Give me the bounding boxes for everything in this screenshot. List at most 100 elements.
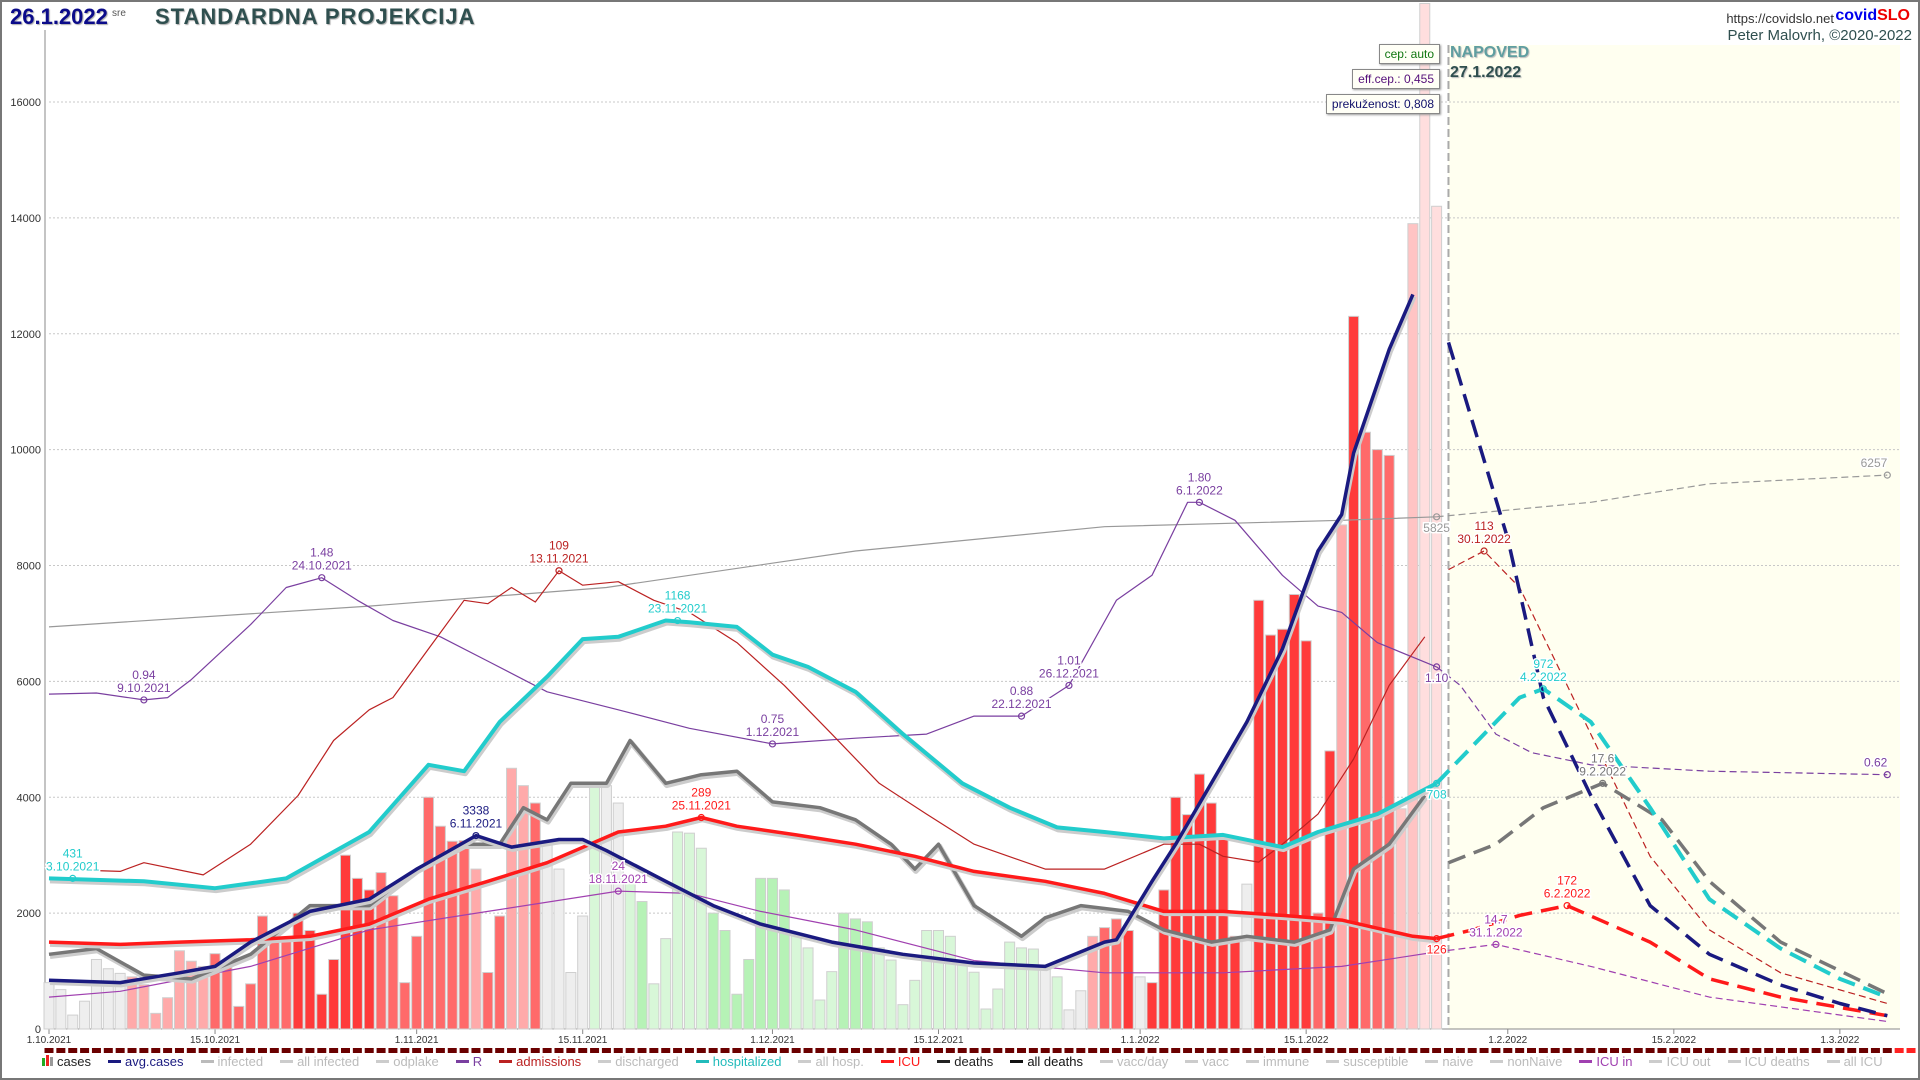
annotation-marker — [1539, 685, 1547, 693]
legend-item[interactable]: all ICU — [1826, 1054, 1883, 1069]
legend-item[interactable]: immune — [1246, 1054, 1309, 1069]
day-marker — [1135, 1048, 1145, 1053]
day-marker — [767, 1048, 777, 1053]
legend-item[interactable]: ICU — [880, 1054, 920, 1069]
day-marker — [637, 1048, 647, 1053]
annotation-marker — [1433, 513, 1441, 521]
day-marker — [1870, 1048, 1880, 1053]
annotation-marker — [697, 813, 705, 822]
day-marker — [578, 1048, 588, 1053]
annotation-label: 1.48 — [310, 546, 334, 560]
case-bar — [814, 999, 826, 1030]
legend-item[interactable]: nonNaive — [1490, 1054, 1562, 1069]
annotation-marker — [1480, 547, 1488, 555]
case-bar — [304, 930, 316, 1030]
site-url[interactable]: https://covidslo.net — [1726, 11, 1834, 26]
annotation-label: 1.01 — [1057, 653, 1081, 667]
day-marker — [1645, 1048, 1655, 1053]
deaths-line — [48, 738, 1427, 981]
y-tick-label: 0 — [35, 1024, 41, 1036]
day-marker — [969, 1048, 979, 1053]
case-bar — [612, 802, 624, 1030]
day-marker — [139, 1048, 149, 1053]
day-marker — [352, 1048, 362, 1053]
legend-item[interactable]: ICU in — [1579, 1054, 1632, 1069]
case-bar — [1419, 3, 1431, 1030]
day-marker — [1076, 1048, 1086, 1053]
legend-item[interactable]: discharged — [598, 1054, 679, 1069]
legend-item[interactable]: all deaths — [1010, 1054, 1083, 1069]
annotation-marker — [614, 887, 622, 895]
legend-label: avg.cases — [124, 1054, 184, 1069]
x-tick-label: 1.2.2022 — [1488, 1035, 1527, 1046]
legend-item[interactable]: R — [455, 1054, 483, 1069]
legend-item[interactable]: avg.cases — [107, 1054, 184, 1069]
case-bar — [256, 915, 268, 1030]
day-marker — [1704, 1048, 1714, 1053]
day-marker — [1728, 1048, 1738, 1053]
annotation-label: 13.11.2021 — [529, 552, 588, 566]
legend-item[interactable]: ICU out — [1649, 1054, 1711, 1069]
x-tick-label: 1.11.2021 — [395, 1035, 439, 1046]
day-marker — [518, 1048, 528, 1053]
day-marker — [1301, 1048, 1311, 1053]
brand-part-slo: SLO — [1877, 7, 1910, 24]
annotation-label: 25.11.2021 — [672, 799, 731, 813]
case-bar — [956, 961, 968, 1030]
day-marker — [317, 1048, 327, 1053]
legend-item[interactable]: admissions — [499, 1054, 581, 1069]
case-bar — [826, 971, 838, 1030]
legend-item[interactable]: ICU deaths — [1727, 1054, 1810, 1069]
legend-swatch — [937, 1060, 951, 1063]
x-tick-label: 15.2.2022 — [1652, 1035, 1697, 1046]
case-bar — [944, 935, 956, 1030]
legend-item[interactable]: odplake — [376, 1054, 439, 1069]
legend-item[interactable]: vacc/day — [1099, 1054, 1168, 1069]
case-bar — [114, 972, 126, 1030]
case-bar — [861, 921, 873, 1030]
legend-swatch — [1246, 1060, 1260, 1063]
legend-item[interactable]: cases — [42, 1054, 91, 1069]
legend-item[interactable]: deaths — [937, 1054, 993, 1069]
case-bar — [980, 1008, 992, 1030]
legend-item[interactable]: vacc — [1185, 1054, 1229, 1069]
day-marker — [1147, 1048, 1157, 1053]
day-marker — [1882, 1048, 1892, 1053]
day-marker — [44, 1048, 54, 1053]
legend-item[interactable]: susceptible — [1326, 1054, 1408, 1069]
case-bar — [1039, 964, 1051, 1030]
legend-label: R — [472, 1054, 483, 1069]
x-tick-label: 15.10.2021 — [190, 1035, 240, 1046]
case-bar — [897, 1004, 909, 1030]
case-bar — [909, 979, 921, 1030]
legend-item[interactable]: all infected — [280, 1054, 359, 1069]
day-marker — [530, 1048, 540, 1053]
report-weekday: sre — [112, 8, 126, 19]
annotation-marker — [1065, 681, 1073, 690]
case-bar — [67, 1014, 79, 1030]
day-marker — [56, 1048, 66, 1053]
legend-item[interactable]: naive — [1425, 1054, 1473, 1069]
legend-label: ICU deaths — [1744, 1054, 1810, 1069]
day-marker — [1040, 1048, 1050, 1053]
annotation-label: 26.12.2021 — [1039, 666, 1099, 680]
day-marker — [1064, 1048, 1074, 1053]
case-bar — [494, 915, 506, 1030]
annotation-label: 3.10.2021 — [46, 859, 100, 873]
day-marker — [1515, 1048, 1525, 1053]
day-marker — [174, 1048, 184, 1053]
case-bar — [766, 877, 778, 1030]
legend-label: ICU in — [1596, 1054, 1633, 1069]
day-marker — [1242, 1048, 1252, 1053]
y-tick-label: 6000 — [17, 676, 41, 688]
legend-label: cases — [57, 1054, 91, 1069]
annotation-label: 30.1.2022 — [1457, 532, 1511, 546]
day-marker — [1337, 1048, 1347, 1053]
legend-swatch — [1326, 1060, 1340, 1063]
legend-item[interactable]: all hosp. — [798, 1054, 864, 1069]
legend-item[interactable]: hospitalized — [695, 1054, 781, 1069]
day-marker — [1633, 1048, 1643, 1053]
legend-item[interactable]: infected — [200, 1054, 263, 1069]
legend-swatch — [376, 1060, 390, 1063]
day-marker — [435, 1048, 445, 1053]
